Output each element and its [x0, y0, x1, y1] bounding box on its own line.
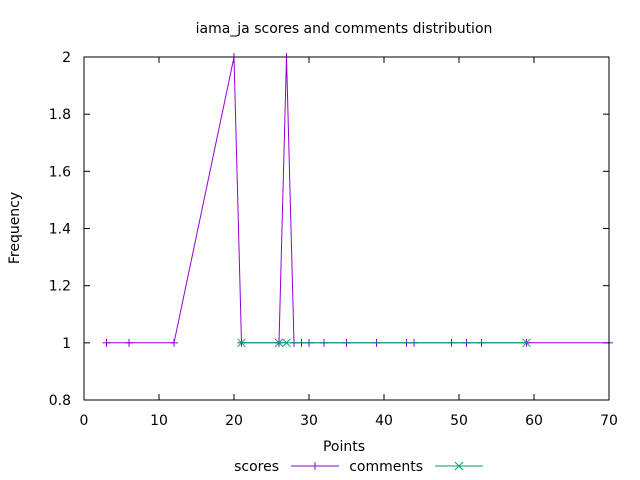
x-tick-label: 30: [300, 413, 318, 429]
y-tick-label: 0.8: [49, 393, 71, 409]
plot-area: [102, 53, 613, 348]
chart-title: iama_ja scores and comments distribution: [196, 21, 493, 37]
x-axis-label: Points: [323, 439, 365, 455]
data-point: [237, 338, 246, 348]
y-tick-label: 1.4: [49, 222, 71, 238]
data-point: [522, 338, 531, 348]
legend-entry-scores: scores: [234, 459, 339, 475]
series-scores: [102, 53, 613, 347]
series-comments: [237, 338, 531, 348]
plot-border: [83, 56, 610, 401]
data-point: [274, 338, 284, 348]
data-point: [454, 461, 464, 471]
data-point: [125, 338, 133, 347]
x-tick-label: 20: [225, 413, 243, 429]
data-point: [311, 462, 319, 470]
y-tick-label: 2: [62, 50, 71, 66]
y-tick-label: 1.8: [49, 107, 71, 123]
data-point: [282, 338, 291, 348]
x-tick-label: 40: [375, 413, 393, 429]
x-tick-label: 60: [525, 413, 543, 429]
y-tick-label: 1: [62, 336, 71, 352]
legend-entry-comments: comments: [349, 459, 483, 475]
y-tick-label: 1.2: [49, 279, 71, 295]
legend-label: scores: [234, 459, 279, 475]
x-tick-label: 70: [600, 413, 618, 429]
legend: scores comments: [234, 459, 483, 475]
y-tick-label: 1.6: [49, 164, 71, 180]
data-point: [170, 338, 178, 347]
x-axis: 0 10 20 30 40 50 60 70: [80, 57, 618, 429]
x-tick-label: 50: [450, 413, 468, 429]
y-axis-label: Frequency: [7, 192, 23, 264]
y-axis: 0.8 1 1.2 1.4 1.6 1.8 2: [49, 50, 609, 409]
series-line: [106, 56, 609, 344]
x-tick-label: 0: [80, 413, 89, 429]
x-tick-label: 10: [150, 413, 168, 429]
legend-label: comments: [349, 459, 423, 475]
data-point: [102, 338, 111, 347]
